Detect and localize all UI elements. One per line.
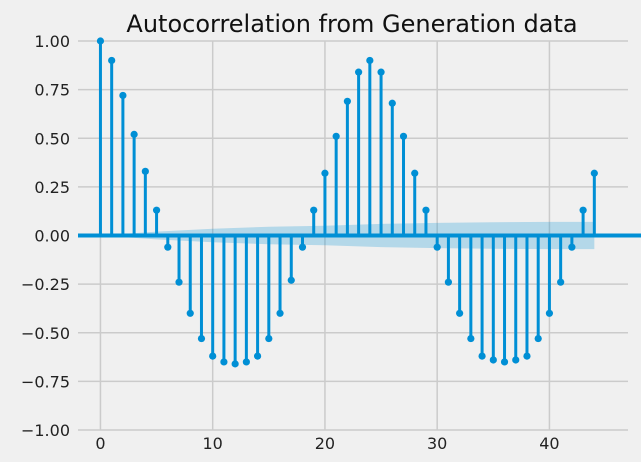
- stem-marker: [444, 278, 453, 286]
- y-tick-label: 0.00: [34, 227, 70, 246]
- stem-marker: [197, 334, 206, 343]
- stem-marker: [119, 91, 127, 100]
- y-tick-label: 1.00: [34, 32, 70, 51]
- stem-marker: [343, 97, 351, 105]
- x-tick-label: 0: [95, 434, 105, 453]
- stem-marker: [512, 356, 520, 364]
- stem-marker: [388, 99, 396, 107]
- stem-marker: [422, 206, 430, 214]
- stem-marker: [332, 132, 340, 140]
- stem-marker: [355, 68, 363, 76]
- stem-marker: [399, 132, 408, 140]
- stem-marker: [209, 352, 217, 360]
- stem-marker: [310, 206, 318, 214]
- x-tick-label: 30: [427, 434, 447, 453]
- stem-marker: [411, 169, 419, 177]
- stem-marker: [557, 278, 565, 286]
- y-tick-label: −0.25: [21, 275, 70, 294]
- chart-title: Autocorrelation from Generation data: [126, 10, 577, 38]
- stem-marker: [298, 243, 307, 251]
- x-tick-label: 10: [203, 434, 223, 453]
- stem-marker: [579, 206, 587, 214]
- stem-marker: [141, 167, 149, 175]
- y-tick-label: 0.50: [34, 129, 70, 148]
- stem-marker: [366, 56, 374, 65]
- stem-marker: [108, 56, 116, 65]
- stem-marker: [96, 37, 105, 45]
- stem-marker: [534, 334, 542, 343]
- stem-marker: [590, 169, 598, 177]
- stem-marker: [523, 352, 531, 360]
- stem-marker: [253, 352, 262, 360]
- y-tick-labels: −1.00 −0.75 −0.50 −0.25 0.00 0.25 0.50 0.75 1.00: [21, 32, 70, 440]
- y-tick-label: −0.50: [21, 324, 70, 343]
- stem-marker: [220, 358, 228, 366]
- y-tick-label: −0.75: [21, 372, 70, 391]
- x-tick-label: 20: [315, 434, 335, 453]
- stem-marker: [186, 309, 194, 317]
- stem-marker: [242, 358, 250, 366]
- stem-marker: [568, 243, 576, 251]
- stem-marker: [175, 278, 183, 286]
- x-tick-labels: 0 10 20 30 40: [95, 434, 559, 453]
- stem-marker: [152, 206, 161, 214]
- stem-marker: [478, 352, 486, 360]
- y-tick-label: −1.00: [21, 421, 70, 440]
- stem-marker: [377, 68, 385, 76]
- stem-marker: [489, 356, 497, 364]
- stem-marker: [321, 169, 329, 177]
- stem-marker: [456, 309, 464, 317]
- y-tick-label: 0.75: [34, 81, 70, 100]
- y-tick-label: 0.25: [34, 178, 70, 197]
- x-tick-label: 40: [539, 434, 559, 453]
- stem-marker: [500, 358, 509, 366]
- stem-marker: [545, 309, 554, 317]
- stems: [96, 37, 598, 368]
- stem-marker: [467, 334, 475, 343]
- stem-marker: [164, 243, 172, 251]
- stem-marker: [433, 243, 441, 251]
- stem-marker: [265, 334, 273, 343]
- stem-marker: [231, 360, 239, 368]
- stem-marker: [276, 309, 284, 317]
- stem-marker: [130, 130, 138, 138]
- stem-marker: [287, 276, 295, 284]
